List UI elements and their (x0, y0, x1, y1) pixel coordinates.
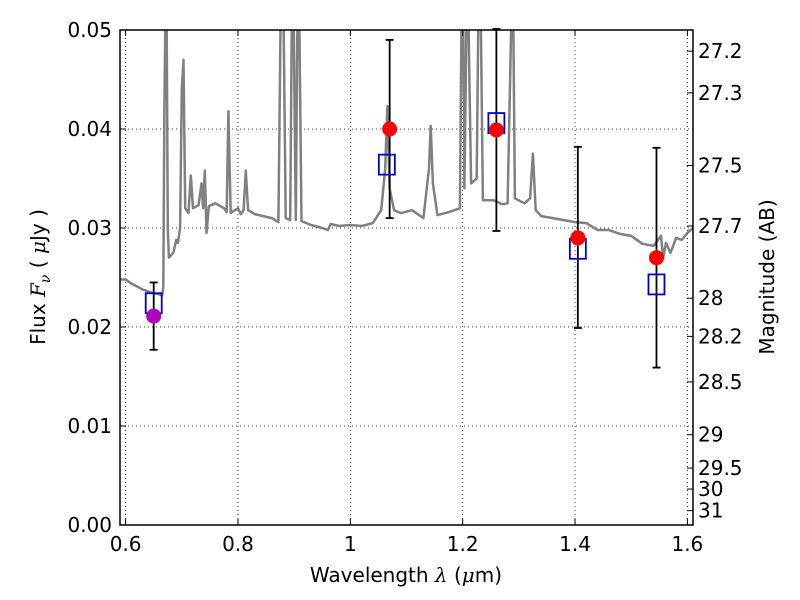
mag-tick-label: 29 (698, 423, 723, 447)
mag-tick-label: 27.7 (698, 214, 743, 238)
y-label-subscript: ν (38, 274, 54, 283)
mag-tick-label: 31 (698, 499, 723, 523)
mag-tick-label: 30 (698, 477, 723, 501)
x-label-unit-close: m) (475, 563, 502, 587)
y-tick-label: 0.01 (67, 414, 112, 438)
model-photometry-square (377, 153, 396, 176)
x-axis-label: Wavelength λ (μm) (310, 563, 502, 587)
mag-tick-label: 27.2 (698, 39, 743, 63)
x-label-unit-symbol: μ (462, 563, 475, 587)
y-label-unit-close: Jy ) (26, 209, 50, 243)
y2-axis-label: Magnitude (AB) (755, 199, 779, 354)
model-spectrum-line (120, 30, 693, 297)
data-layer (120, 30, 693, 297)
x-tick-label: 1.2 (447, 532, 479, 556)
y-tick-label: 0.04 (67, 117, 112, 141)
axes: 0.6 0.8 1 1.2 1.4 1.6 0.00 0.01 0.02 0.03 0.04 0.05… (67, 18, 742, 556)
observed-point (648, 250, 664, 266)
x-tick-label: 0.8 (222, 532, 254, 556)
model-photometry-square (647, 273, 666, 296)
plot-area (120, 30, 693, 525)
observed-point (570, 230, 586, 246)
x-label-symbol: λ (434, 563, 448, 587)
y-label-unit-open: ( (26, 254, 50, 275)
y-label-unit-symbol: μ (26, 241, 50, 254)
mag-tick-label: 28.2 (698, 324, 743, 348)
observed-point (488, 122, 504, 138)
mag-tick-label: 27.5 (698, 154, 743, 178)
x-tick-label: 1 (344, 532, 357, 556)
y-tick-label: 0.05 (67, 18, 112, 42)
observed-point (382, 121, 398, 137)
y-tick-label: 0.03 (67, 216, 112, 240)
mag-tick-label: 29.5 (698, 456, 743, 480)
x-label-prefix: Wavelength (310, 563, 435, 587)
y-tick-label: 0.02 (67, 315, 112, 339)
x-tick-label: 1.6 (671, 532, 703, 556)
plot-frame (119, 29, 694, 526)
observed-point (146, 308, 162, 324)
marker-layer (144, 28, 666, 369)
mag-tick-label: 27.3 (698, 81, 743, 105)
x-label-unit-open: ( (448, 563, 462, 587)
y-label-symbol: F (26, 282, 50, 298)
mag-tick-label: 28 (698, 286, 723, 310)
grid (120, 29, 693, 526)
y-label-prefix: Flux (26, 297, 50, 345)
mag-tick-label: 28.5 (698, 370, 743, 394)
y-tick-label: 0.00 (67, 513, 112, 537)
y-axis-label: Flux Fν ( μJy ) (26, 209, 54, 345)
x-tick-label: 1.4 (559, 532, 591, 556)
x-tick-label: 0.6 (110, 532, 142, 556)
